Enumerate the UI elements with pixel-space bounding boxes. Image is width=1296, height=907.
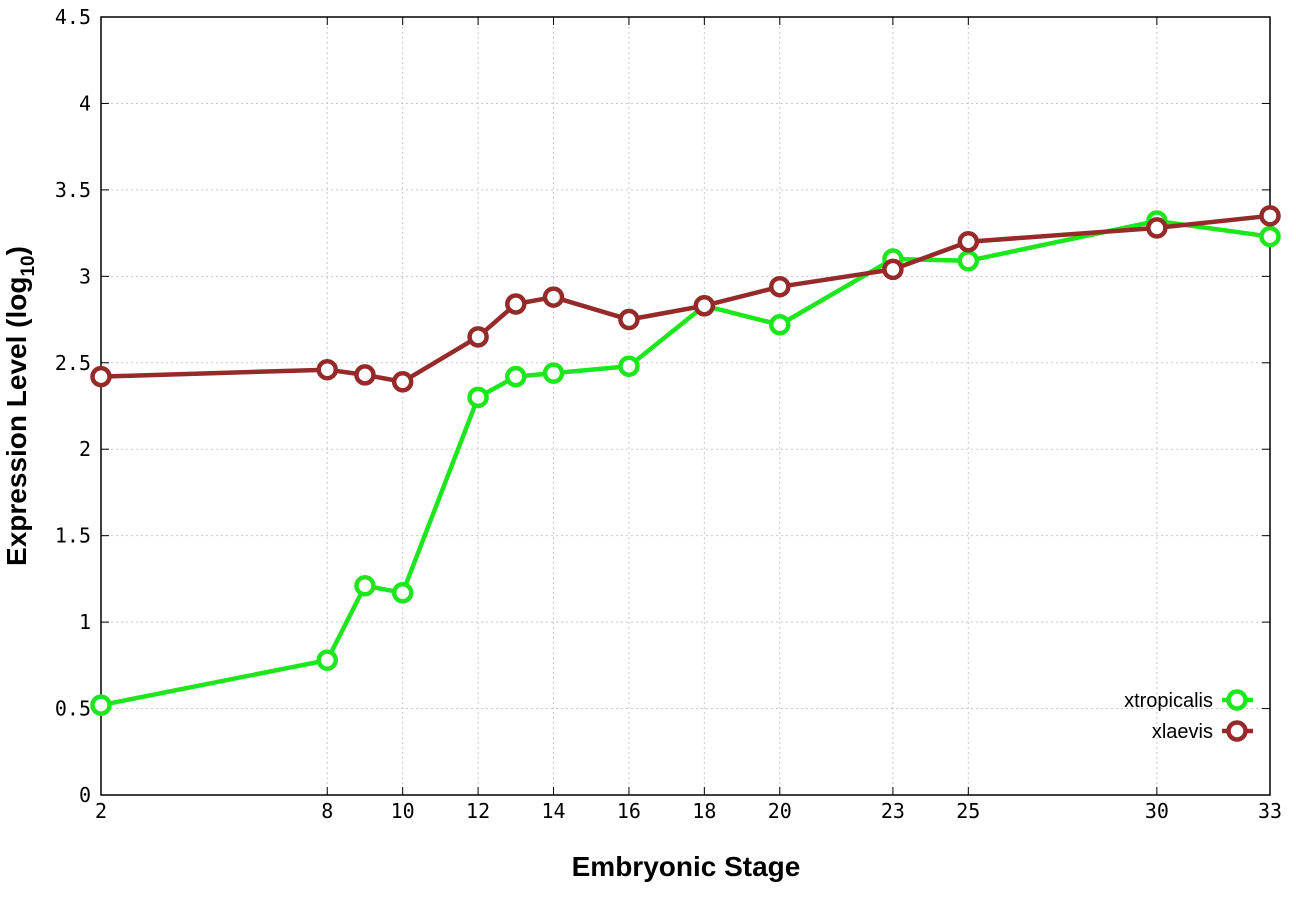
x-tick-label: 16 <box>617 799 641 823</box>
data-point-xlaevis <box>1146 217 1168 239</box>
x-tick-label: 18 <box>692 799 716 823</box>
legend: xtropicalis xlaevis <box>1124 689 1253 743</box>
x-tick-label: 25 <box>956 799 980 823</box>
data-point-xlaevis <box>505 293 527 315</box>
y-tick-label: 1 <box>79 610 91 634</box>
data-point-xlaevis <box>316 358 339 381</box>
series-xtropicalis <box>90 210 1281 716</box>
y-axis-title-subscript: 10 <box>18 255 39 276</box>
axis-ticks: 0 0.5 1 1.5 2 2.5 3 3.5 4 4.5 2 8 10 12 14 16 18 20 23 25 30… <box>55 5 1282 823</box>
data-point-xlaevis <box>90 365 112 388</box>
data-point-xlaevis <box>542 286 565 308</box>
data-point-xtropicalis <box>391 581 414 604</box>
data-point-xlaevis <box>1259 205 1281 227</box>
series-line-xlaevis <box>100 213 1271 385</box>
y-axis-title-close: ) <box>1 246 32 255</box>
y-axis-title-main: Expression Level (log <box>1 277 32 566</box>
y-tick-label: 4.5 <box>55 5 91 29</box>
data-point-xtropicalis <box>542 362 565 384</box>
x-axis-title: Embryonic Stage <box>572 851 801 882</box>
y-tick-label: 1.5 <box>55 524 91 548</box>
data-point-xlaevis <box>391 371 414 393</box>
y-tick-label: 2.5 <box>55 351 91 375</box>
x-tick-label: 23 <box>881 799 905 823</box>
series-xlaevis <box>90 205 1281 393</box>
series-lines <box>90 205 1281 716</box>
plot-frame <box>100 16 1271 796</box>
y-tick-label: 0 <box>79 783 91 807</box>
data-point-xtropicalis <box>354 575 376 597</box>
data-point-xlaevis <box>693 294 716 317</box>
x-tick-label: 10 <box>391 799 415 823</box>
data-point-xlaevis <box>467 326 489 348</box>
series-line-xtropicalis <box>100 218 1271 708</box>
legend-label: xlaevis <box>1152 721 1213 743</box>
data-point-xtropicalis <box>618 355 640 377</box>
y-tick-label: 3.5 <box>55 178 91 202</box>
data-point-xtropicalis <box>505 365 527 388</box>
data-point-xtropicalis <box>1259 225 1281 248</box>
data-point-xlaevis <box>882 258 904 281</box>
x-tick-label: 20 <box>768 799 792 823</box>
legend-swatch-marker <box>1226 689 1248 711</box>
x-tick-label: 8 <box>321 799 333 823</box>
y-tick-label: 0.5 <box>55 697 91 721</box>
y-tick-label: 2 <box>79 437 91 461</box>
data-point-xlaevis <box>618 308 640 331</box>
data-point-xtropicalis <box>467 386 489 409</box>
legend-swatch-marker <box>1226 720 1248 742</box>
data-point-xtropicalis <box>957 250 980 272</box>
y-tick-label: 4 <box>79 91 91 115</box>
data-point-xtropicalis <box>90 694 112 716</box>
x-tick-label: 12 <box>466 799 490 823</box>
x-tick-label: 33 <box>1258 799 1282 823</box>
y-axis-title: Expression Level (log10) <box>1 246 39 566</box>
y-tick-label: 3 <box>79 264 91 288</box>
data-point-xtropicalis <box>769 313 791 336</box>
legend-label: xtropicalis <box>1124 690 1213 712</box>
x-tick-label: 30 <box>1145 799 1169 823</box>
x-tick-label: 14 <box>541 799 565 823</box>
data-point-xlaevis <box>354 364 376 386</box>
x-tick-label: 2 <box>95 799 107 823</box>
data-point-xlaevis <box>769 275 791 298</box>
grid <box>101 17 1270 795</box>
data-point-xtropicalis <box>316 649 339 671</box>
data-point-xlaevis <box>957 231 980 253</box>
